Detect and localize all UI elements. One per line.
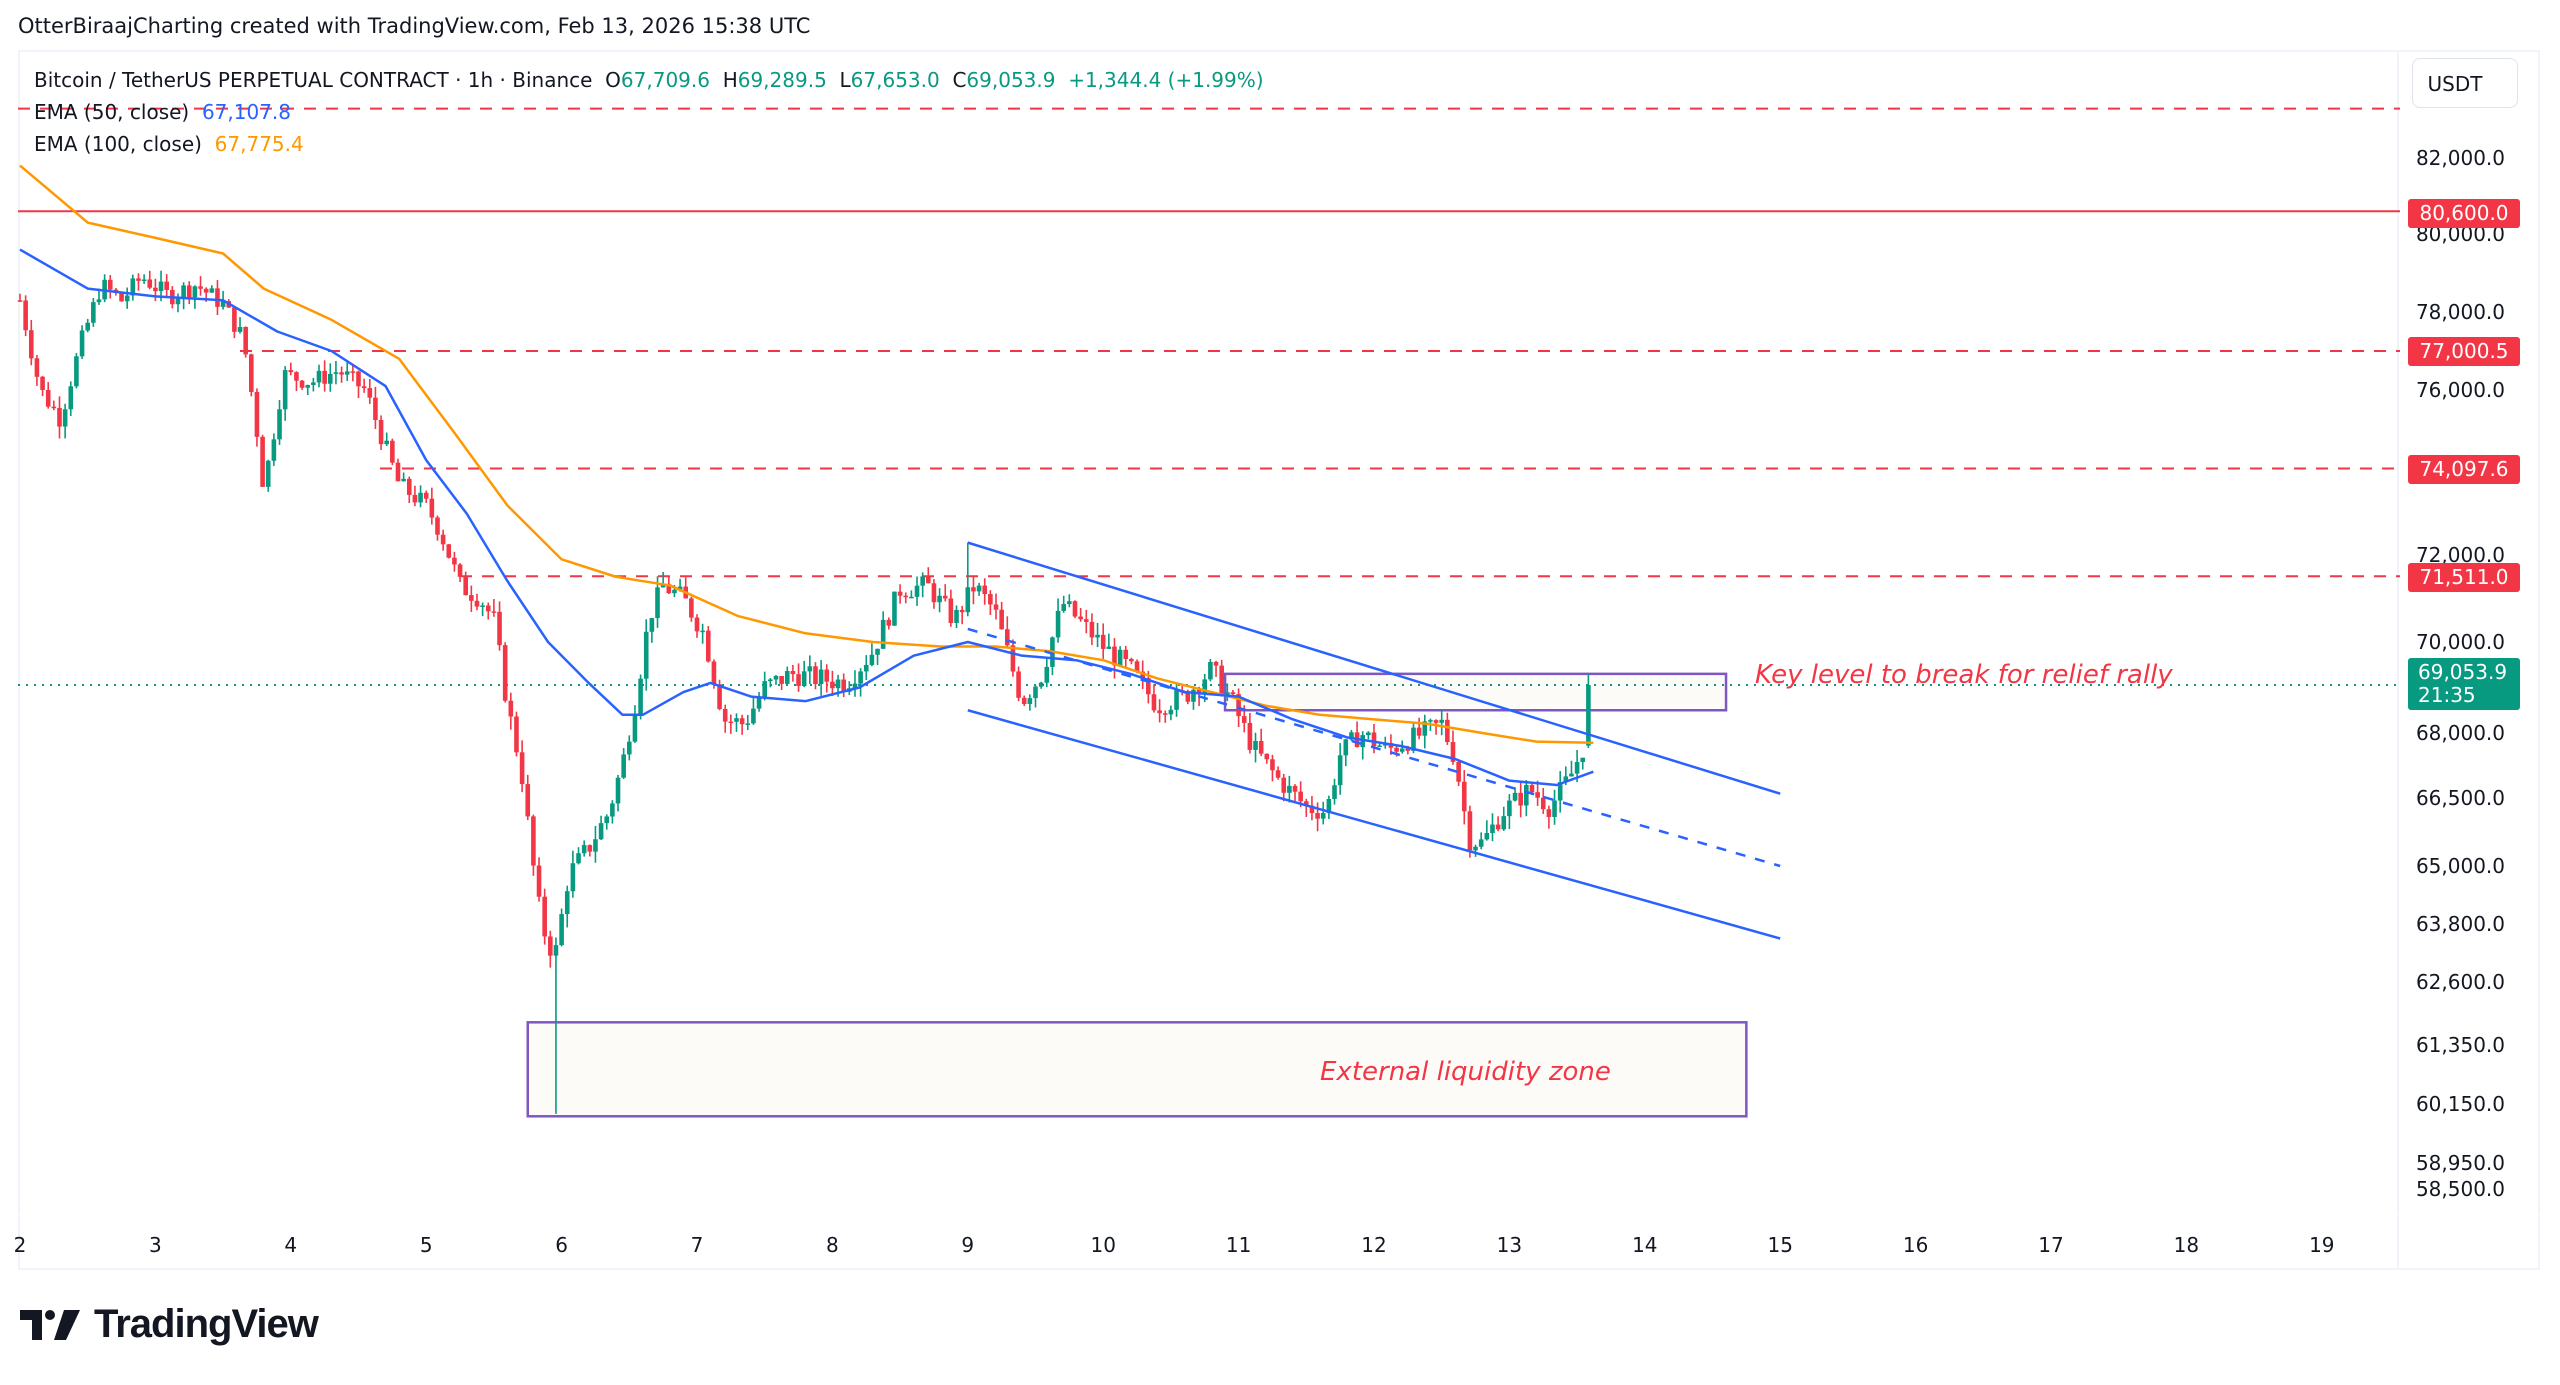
- key-level-box[interactable]: [1223, 672, 1728, 712]
- channel-upper-line[interactable]: [967, 541, 1781, 795]
- x-tick-label: 4: [284, 1233, 297, 1257]
- x-tick-label: 16: [1903, 1233, 1928, 1257]
- level-price-tag: 80,600.0: [2408, 199, 2520, 228]
- ema50-value: 67,107.8: [201, 100, 291, 124]
- level-price-tag: 71,511.0: [2408, 563, 2520, 592]
- level-price-tag: 74,097.6: [2408, 455, 2520, 484]
- tradingview-logo-icon: [20, 1309, 80, 1340]
- ema50-legend[interactable]: EMA (50, close) 67,107.8: [34, 96, 1264, 128]
- bar-countdown: 21:35: [2418, 683, 2476, 707]
- y-tick-label: 60,150.0: [2416, 1092, 2505, 1116]
- change-value: +1,344.4 (+1.99%): [1068, 68, 1264, 92]
- symbol-legend: Bitcoin / TetherUS PERPETUAL CONTRACT · …: [34, 64, 1264, 96]
- last-price-value: 69,053.9: [2418, 660, 2508, 684]
- y-tick-label: 76,000.0: [2416, 378, 2505, 402]
- x-tick-label: 2: [14, 1233, 27, 1257]
- x-tick-label: 6: [555, 1233, 568, 1257]
- y-tick-label: 65,000.0: [2416, 854, 2505, 878]
- currency-button[interactable]: USDT: [2412, 58, 2518, 108]
- x-tick-label: 15: [1767, 1233, 1792, 1257]
- y-tick-label: 62,600.0: [2416, 970, 2505, 994]
- x-tick-label: 17: [2038, 1233, 2063, 1257]
- x-tick-label: 11: [1226, 1233, 1251, 1257]
- open-label: O: [605, 68, 621, 92]
- x-tick-label: 12: [1361, 1233, 1386, 1257]
- x-tick-label: 19: [2309, 1233, 2334, 1257]
- ema50-line[interactable]: [19, 248, 1594, 787]
- chart-frame: [18, 50, 2540, 1270]
- logo-text: TradingView: [94, 1302, 319, 1346]
- x-tick-label: 7: [691, 1233, 704, 1257]
- ema100-line[interactable]: [19, 164, 1594, 744]
- y-tick-label: 78,000.0: [2416, 300, 2505, 324]
- x-tick-label: 10: [1090, 1233, 1115, 1257]
- high-value: 69,289.5: [737, 68, 827, 92]
- high-label: H: [722, 68, 738, 92]
- y-tick-label: 58,500.0: [2416, 1177, 2505, 1201]
- y-tick-label: 82,000.0: [2416, 146, 2505, 170]
- x-tick-label: 3: [149, 1233, 162, 1257]
- y-tick-label: 66,500.0: [2416, 786, 2505, 810]
- channel-middle-line[interactable]: [967, 627, 1781, 868]
- y-tick-label: 61,350.0: [2416, 1033, 2505, 1057]
- key-level-annotation: Key level to break for relief rally: [1755, 660, 2173, 690]
- tradingview-logo[interactable]: TradingView: [20, 1302, 319, 1347]
- last-price-tag: 69,053.9 21:35: [2408, 658, 2520, 710]
- low-label: L: [839, 68, 851, 92]
- chart-legend: Bitcoin / TetherUS PERPETUAL CONTRACT · …: [34, 64, 1264, 160]
- low-value: 67,653.0: [850, 68, 940, 92]
- external-liquidity-zone[interactable]: [526, 1021, 1748, 1118]
- y-tick-label: 70,000.0: [2416, 630, 2505, 654]
- open-value: 67,709.6: [620, 68, 710, 92]
- liquidity-zone-annotation: External liquidity zone: [1320, 1057, 1611, 1087]
- channel-lower-line[interactable]: [967, 709, 1781, 940]
- y-tick-label: 58,950.0: [2416, 1151, 2505, 1175]
- symbol-title[interactable]: Bitcoin / TetherUS PERPETUAL CONTRACT · …: [34, 68, 593, 92]
- ema100-label: EMA (100, close): [34, 132, 202, 156]
- chart-attribution: OtterBiraajCharting created with Trading…: [18, 14, 811, 38]
- x-tick-label: 9: [961, 1233, 974, 1257]
- y-tick-label: 68,000.0: [2416, 721, 2505, 745]
- x-tick-label: 18: [2174, 1233, 2199, 1257]
- x-tick-label: 13: [1497, 1233, 1522, 1257]
- close-label: C: [952, 68, 967, 92]
- x-tick-label: 14: [1632, 1233, 1657, 1257]
- x-tick-label: 8: [826, 1233, 839, 1257]
- close-value: 69,053.9: [966, 68, 1056, 92]
- ema100-legend[interactable]: EMA (100, close) 67,775.4: [34, 128, 1264, 160]
- level-price-tag: 77,000.5: [2408, 337, 2520, 366]
- y-tick-label: 63,800.0: [2416, 912, 2505, 936]
- x-tick-label: 5: [420, 1233, 433, 1257]
- ema50-label: EMA (50, close): [34, 100, 190, 124]
- ema100-value: 67,775.4: [214, 132, 304, 156]
